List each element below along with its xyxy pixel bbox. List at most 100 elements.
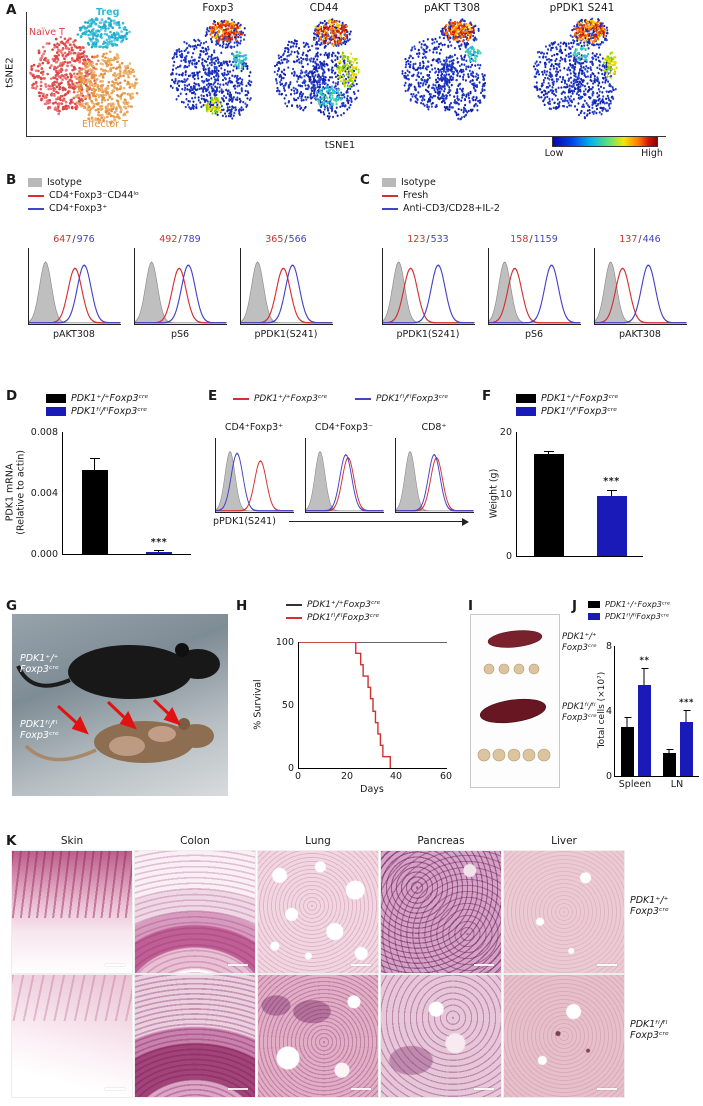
- panel-J: J PDK1⁺/⁺Foxp3ᶜʳᵉ PDK1ᶠˡ/ᶠˡFoxp3ᶜʳᵉ Tota…: [556, 598, 703, 805]
- panel-H-label: H: [236, 598, 248, 614]
- histology-lung-wt: [257, 850, 379, 974]
- panel-F-label: F: [482, 388, 492, 404]
- legend-label: Fresh: [403, 190, 429, 201]
- panel-K-label: K: [6, 833, 17, 849]
- bar-ln-ko: ***: [679, 646, 694, 776]
- panel-H: H PDK1⁺/⁺Foxp3ᶜʳᵉ PDK1ᶠˡ/ᶠˡFoxp3ᶜʳᵉ % Su…: [232, 598, 467, 805]
- map-title-pakt: pAKT T308: [423, 2, 481, 14]
- map-title-cd44: CD44: [309, 2, 339, 14]
- lesion-arrows: [56, 698, 181, 735]
- mfi-values: 365/566: [240, 234, 332, 245]
- y-tick: 4: [605, 706, 612, 717]
- flow-histogram-cd8: [395, 438, 474, 513]
- tsne1-axis-label: tSNE1: [324, 140, 356, 151]
- mfi-red-value: 647: [53, 234, 72, 245]
- bar-fill: [680, 722, 693, 776]
- histology-lung-ko: [257, 974, 379, 1098]
- legend-swatch-line: [233, 397, 249, 400]
- tsne-map-cd44: [273, 18, 360, 120]
- flow-histogram-pakt308: [594, 248, 687, 325]
- legend-swatch-fill: [516, 394, 536, 403]
- mfi-values: 647/976: [28, 234, 120, 245]
- legend-swatch-line: [382, 194, 398, 197]
- mfi-blue-value: 789: [182, 234, 201, 245]
- x-tick: 0: [294, 771, 302, 782]
- legend-item-wt: PDK1⁺/⁺Foxp3ᶜʳᵉ: [588, 598, 670, 610]
- error-bar: [624, 716, 631, 728]
- colorbar: [552, 136, 658, 147]
- legend-item-fresh: Fresh: [382, 189, 500, 202]
- map-title-foxp3: Foxp3: [202, 2, 234, 14]
- chart-D-plot: ***: [62, 432, 191, 555]
- histogram-title: CD8⁺: [421, 422, 447, 433]
- legend-swatch-line: [286, 616, 302, 619]
- treg-cluster-label: Treg: [96, 7, 120, 18]
- mice-photo: PDK1⁺/⁺ Foxp3ᶜʳᵉ PDK1ᶠˡ/ᶠˡ Foxp3ᶜʳᵉ: [12, 614, 228, 796]
- chart-J-plot: ** ***: [614, 646, 699, 777]
- tsne2-axis-label: tSNE2: [4, 57, 16, 88]
- column-title-lung: Lung: [305, 835, 331, 847]
- legend-swatch-fill: [28, 178, 42, 187]
- error-bar: [543, 450, 554, 455]
- chart-H-plot: [298, 642, 447, 769]
- mfi-separator: /: [638, 234, 642, 245]
- histology-pancreas-ko: [380, 974, 502, 1098]
- legend-label: CD4⁺Foxp3⁺: [49, 203, 108, 214]
- histology-colon-ko: [134, 974, 256, 1098]
- legend-label: PDK1ᶠˡ/ᶠˡFoxp3ᶜʳᵉ: [307, 612, 380, 623]
- y-tick: 10: [499, 489, 512, 500]
- panel-I-label: I: [468, 598, 474, 614]
- y-tick: 0.008: [30, 427, 58, 438]
- histogram-x-label: pAKT308: [53, 329, 95, 340]
- y-tick: 50: [281, 700, 294, 711]
- bar-fill: [621, 727, 634, 776]
- panel-E: E PDK1⁺/⁺Foxp3ᶜʳᵉ PDK1ᶠˡ/ᶠˡFoxp3ᶜʳᵉ CD4⁺…: [205, 388, 480, 593]
- bar-group-ln: ***: [662, 646, 694, 776]
- legend-item-isotype: Isotype: [382, 176, 500, 189]
- y-tick: 100: [275, 637, 294, 648]
- flow-histogram-pakt308: [28, 248, 121, 325]
- histogram-x-label: pS6: [170, 329, 190, 340]
- histogram-x-label: pPDK1(S241): [254, 329, 318, 340]
- legend-label: Isotype: [401, 177, 436, 188]
- x-axis-arrow: [289, 516, 469, 527]
- legend-item-wt: PDK1⁺/⁺Foxp3ᶜʳᵉ: [233, 392, 327, 405]
- mfi-red-value: 137: [619, 234, 638, 245]
- legend-label: CD4⁺Foxp3⁻CD44ˡᵒ: [49, 190, 139, 201]
- significance-stars: ***: [603, 475, 620, 487]
- legend-swatch-line: [382, 207, 398, 210]
- histology-colon-wt: [134, 850, 256, 974]
- histogram-x-label: pAKT308: [619, 329, 661, 340]
- legend-label: PDK1ᶠˡ/ᶠˡFoxp3ᶜʳᵉ: [605, 611, 670, 621]
- legend-swatch-fill: [382, 178, 396, 187]
- panel-A-label: A: [6, 2, 17, 18]
- mfi-blue-value: 446: [642, 234, 661, 245]
- legend-item-ko: PDK1ᶠˡ/ᶠˡFoxp3ᶜʳᵉ: [46, 405, 148, 418]
- panel-C-label: C: [360, 172, 370, 188]
- tsne-map-ppdk1: [532, 17, 618, 120]
- error-bar: [666, 749, 673, 754]
- organ-label-ko: PDK1ᶠˡ/ᶠˡ Foxp3ᶜʳᵉ: [562, 702, 597, 723]
- legend-item-isotype: Isotype: [28, 176, 139, 189]
- bar-group-spleen: **: [620, 646, 652, 776]
- organs-illustration: [477, 630, 551, 762]
- mfi-separator: /: [178, 234, 182, 245]
- y-tick: 0: [287, 763, 294, 774]
- significance-stars: ***: [150, 536, 168, 548]
- error-bar: [683, 709, 690, 723]
- mfi-blue-value: 533: [430, 234, 449, 245]
- flow-histogram-cd4foxp3neg: [305, 438, 384, 513]
- legend-label: Anti-CD3/CD28+IL-2: [403, 203, 500, 214]
- naive-t-cluster-label: Naïve T: [29, 27, 65, 38]
- bar-wt: [517, 432, 580, 556]
- y-tick: 8: [605, 641, 612, 652]
- legend-label: PDK1⁺/⁺Foxp3ᶜʳᵉ: [254, 393, 328, 404]
- flow-histogram-ps6: [488, 248, 581, 325]
- panel-D: D PDK1⁺/⁺Foxp3ᶜʳᵉ PDK1ᶠˡ/ᶠˡFoxp3ᶜʳᵉ PDK1…: [0, 388, 205, 593]
- legend-swatch-line: [28, 194, 44, 197]
- panel-G-label: G: [6, 598, 18, 614]
- bar-ko-fill: [596, 495, 627, 556]
- y-tick: 20: [499, 427, 512, 438]
- mfi-values: 158/1159: [488, 234, 580, 245]
- column-title-pancreas: Pancreas: [417, 835, 465, 847]
